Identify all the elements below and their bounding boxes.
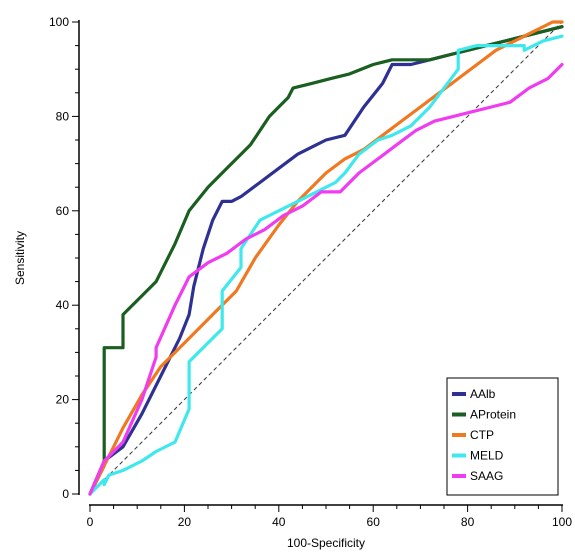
legend-label-aprotein: AProtein (470, 408, 516, 422)
legend-label-aalb: AAlb (470, 387, 496, 401)
y-axis-label: Sensitivity (13, 231, 27, 285)
y-tick-label: 40 (56, 298, 70, 312)
legend-label-meld: MELD (470, 449, 504, 463)
y-tick-label: 60 (56, 204, 70, 218)
series-line-saag (88, 62, 564, 496)
reference-diagonal-line (89, 21, 563, 495)
legend-label-saag: SAAG (470, 469, 503, 483)
x-tick-label: 80 (461, 515, 475, 529)
x-tick-label: 60 (367, 515, 381, 529)
axes-group: 0 20 40 60 80 100 0 20 40 60 80 100 (49, 15, 572, 529)
x-tick-label: 100 (552, 515, 572, 529)
series-group (88, 20, 564, 496)
series-line-meld (88, 34, 564, 496)
legend-label-ctp: CTP (470, 428, 494, 442)
x-tick-label: 40 (272, 515, 286, 529)
series-line-ctp (88, 20, 564, 496)
x-tick-label: 20 (178, 515, 192, 529)
legend: AAlb AProtein CTP MELD SAAG (446, 377, 559, 496)
y-tick-label: 20 (56, 393, 70, 407)
x-tick-label: 0 (87, 515, 94, 529)
y-tick-label: 80 (56, 109, 70, 123)
series-line-aprotein (88, 25, 564, 496)
y-tick-label: 0 (62, 487, 69, 501)
y-tick-label: 100 (49, 15, 69, 29)
reference-line-group (89, 21, 563, 495)
x-axis-label: 100-Specificity (287, 536, 365, 550)
